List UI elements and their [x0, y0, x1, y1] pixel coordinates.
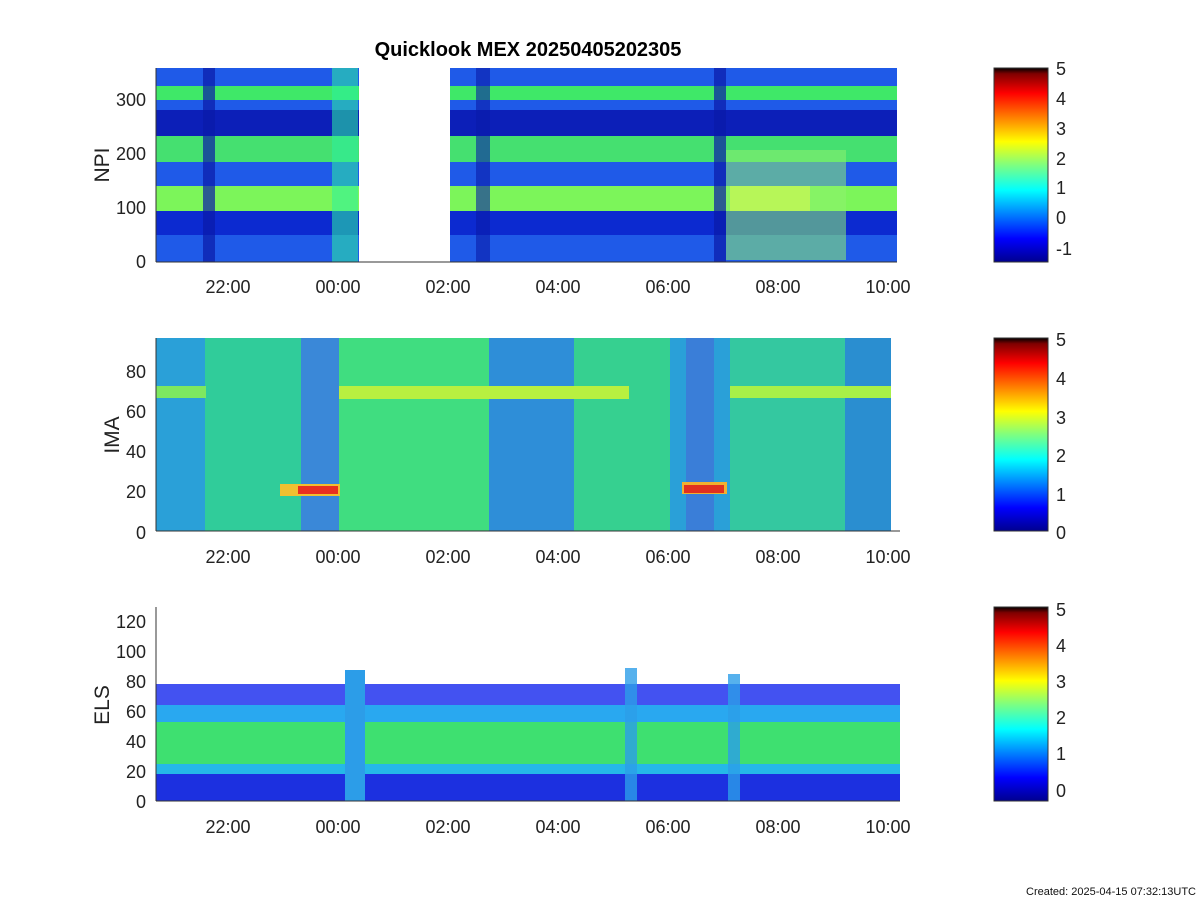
ima-cbar-tick: 0: [1056, 523, 1066, 543]
els-ytick: 120: [116, 612, 146, 632]
ima-panel: 0 20 40 60 80 IMA 22:00 00:00 02:00 04:0…: [101, 330, 1066, 567]
ima-xtick: 00:00: [315, 547, 360, 567]
created-timestamp: Created: 2025-04-15 07:32:13UTC: [1026, 886, 1196, 898]
ima-ytick: 60: [126, 402, 146, 422]
ima-cbar-tick: 5: [1056, 330, 1066, 350]
npi-ytick: 0: [136, 252, 146, 272]
els-ytick: 100: [116, 642, 146, 662]
ima-ytick: 80: [126, 362, 146, 382]
npi-cbar-tick: 5: [1056, 59, 1066, 79]
els-xtick: 10:00: [865, 817, 910, 837]
ima-ytick: 40: [126, 442, 146, 462]
els-cbar-tick: 1: [1056, 744, 1066, 764]
npi-xtick: 04:00: [535, 277, 580, 297]
npi-spectrogram: [156, 68, 897, 262]
npi-cbar-tick: 3: [1056, 119, 1066, 139]
ima-xtick: 02:00: [425, 547, 470, 567]
els-xtick: 00:00: [315, 817, 360, 837]
ima-xtick: 22:00: [205, 547, 250, 567]
npi-xtick: 06:00: [645, 277, 690, 297]
ima-xtick: 08:00: [755, 547, 800, 567]
ima-spectrogram: [156, 338, 891, 531]
els-colorbar: [993, 606, 1049, 802]
ima-ytick: 20: [126, 482, 146, 502]
ima-xtick: 04:00: [535, 547, 580, 567]
npi-cbar-tick: 2: [1056, 149, 1066, 169]
ima-cbar-tick: 4: [1056, 369, 1066, 389]
els-xtick: 08:00: [755, 817, 800, 837]
npi-y-label: NPI: [91, 147, 114, 182]
els-xtick: 06:00: [645, 817, 690, 837]
npi-ytick: 300: [116, 90, 146, 110]
els-xtick: 04:00: [535, 817, 580, 837]
npi-xtick: 02:00: [425, 277, 470, 297]
els-ytick: 20: [126, 762, 146, 782]
npi-xtick: 22:00: [205, 277, 250, 297]
npi-cbar-tick: 4: [1056, 89, 1066, 109]
ima-y-label: IMA: [101, 416, 124, 453]
npi-xtick: 00:00: [315, 277, 360, 297]
npi-ytick: 200: [116, 144, 146, 164]
npi-cbar-tick: -1: [1056, 239, 1072, 259]
els-panel: 0 20 40 60 80 100 120 ELS 22:00 00:00 02…: [91, 600, 1066, 837]
els-ytick: 80: [126, 672, 146, 692]
els-ytick: 60: [126, 702, 146, 722]
els-cbar-tick: 3: [1056, 672, 1066, 692]
ima-xtick: 10:00: [865, 547, 910, 567]
els-spectrogram: [156, 668, 900, 801]
ima-cbar-tick: 3: [1056, 408, 1066, 428]
npi-cbar-tick: 1: [1056, 178, 1066, 198]
els-y-label: ELS: [91, 685, 114, 725]
ima-ytick: 0: [136, 523, 146, 543]
els-xtick: 22:00: [205, 817, 250, 837]
els-ytick: 40: [126, 732, 146, 752]
els-ytick: 0: [136, 792, 146, 812]
npi-cbar-tick: 0: [1056, 208, 1066, 228]
els-cbar-tick: 0: [1056, 781, 1066, 801]
npi-colorbar: [993, 67, 1049, 263]
ima-xtick: 06:00: [645, 547, 690, 567]
ima-cbar-tick: 1: [1056, 485, 1066, 505]
npi-xtick: 08:00: [755, 277, 800, 297]
figure-title: Quicklook MEX 20250405202305: [375, 39, 682, 61]
ima-colorbar: [993, 337, 1049, 532]
npi-panel: 0 100 200 300 NPI 22:00 00:00 02:00 04:0…: [91, 59, 1072, 297]
els-xtick: 02:00: [425, 817, 470, 837]
els-cbar-tick: 4: [1056, 636, 1066, 656]
els-cbar-tick: 2: [1056, 708, 1066, 728]
ima-cbar-tick: 2: [1056, 446, 1066, 466]
npi-ytick: 100: [116, 198, 146, 218]
npi-xtick: 10:00: [865, 277, 910, 297]
els-cbar-tick: 5: [1056, 600, 1066, 620]
